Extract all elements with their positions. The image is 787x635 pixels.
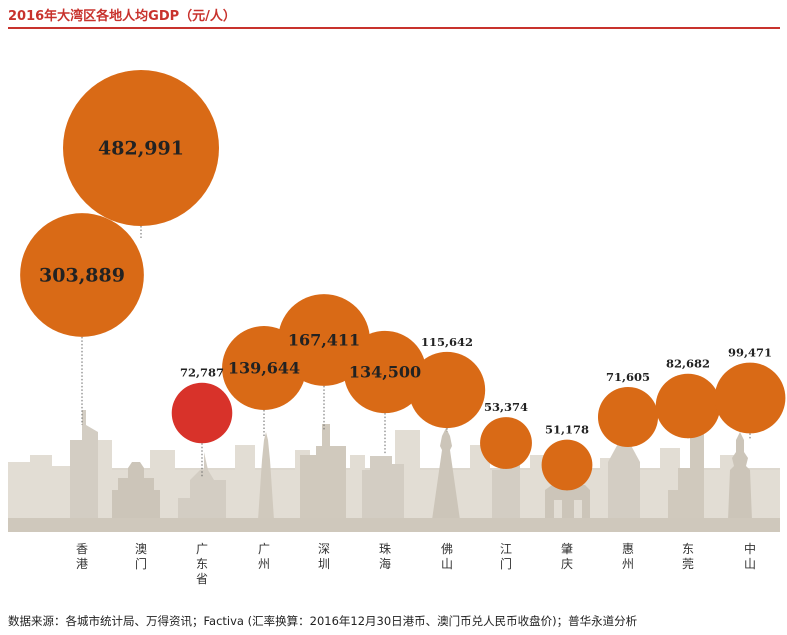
city-label-深圳: 深: [318, 542, 330, 556]
bubble-肇庆: [541, 439, 593, 491]
city-label-澳门: 门: [135, 556, 147, 571]
city-label-广州: 州: [258, 557, 270, 571]
value-label-东莞: 82,682: [666, 357, 710, 371]
value-label-江门: 53,374: [484, 400, 528, 414]
skyline-ground: [8, 518, 780, 532]
value-label-中山: 99,471: [728, 346, 772, 360]
city-label-肇庆: 庆: [561, 557, 573, 571]
city-label-中山: 中: [744, 541, 756, 556]
skyline-foshan: [432, 428, 460, 520]
skyline-guangdong: [178, 452, 226, 520]
bubble-香港: [20, 213, 144, 337]
bubble-江门: [480, 417, 532, 469]
city-label-中山: 山: [744, 557, 756, 571]
city-label-广东省: 广: [196, 542, 208, 556]
city-label-珠海: 珠: [379, 542, 391, 556]
skyline-jiangmen: [492, 460, 520, 520]
skyline-zhongshan: [728, 432, 752, 520]
city-label-惠州: 惠: [622, 542, 634, 556]
skyline-shenzhen: [300, 424, 346, 520]
value-label-深圳: 167,411: [288, 331, 360, 350]
city-label-深圳: 圳: [318, 557, 330, 571]
city-label-香港: 港: [76, 557, 88, 571]
city-label-东莞: 莞: [682, 557, 694, 571]
city-label-广州: 广: [258, 542, 270, 556]
bubble-广东省: [171, 382, 233, 444]
city-label-肇庆: 肇: [561, 541, 573, 556]
city-label-佛山: 山: [441, 557, 453, 571]
chart-title: 2016年大湾区各地人均GDP（元/人）: [8, 9, 236, 24]
value-label-惠州: 71,605: [606, 370, 650, 384]
value-labels-layer: 303,889 482,991 72,787 139,644 167,411 134,50…: [39, 138, 772, 437]
city-label-江门: 江: [500, 542, 512, 556]
city-label-东莞: 东: [682, 542, 694, 556]
city-label-澳门: 澳: [135, 542, 147, 556]
bubble-珠海: [343, 330, 427, 414]
city-label-广东省: 省: [196, 572, 208, 586]
skyline-zhaoqing: [545, 485, 590, 520]
bubble-中山: [714, 362, 786, 434]
bubble-东莞: [655, 373, 721, 439]
value-label-广州: 139,644: [228, 359, 300, 378]
value-label-肇庆: 51,178: [545, 423, 589, 437]
bubble-chart: 303,889 482,991 72,787 139,644 167,411 134,50…: [8, 70, 786, 586]
value-label-香港: 303,889: [39, 265, 125, 287]
city-label-广东省: 东: [196, 557, 208, 571]
bubble-澳门: [63, 70, 219, 226]
skyline-dongguan: [668, 430, 704, 520]
value-label-珠海: 134,500: [349, 363, 421, 382]
data-source-note: 数据来源：各城市统计局、万得资讯；Factiva (汇率换算：2016年12月3…: [8, 614, 638, 628]
value-label-澳门: 482,991: [98, 138, 184, 160]
title-rule: [8, 27, 780, 29]
skyline-macau: [112, 462, 160, 520]
skyline-zhuhai: [362, 456, 404, 520]
skyline-silhouette: [8, 410, 780, 532]
value-label-广东省: 72,787: [180, 366, 224, 380]
skyline-hongkong: [70, 410, 98, 520]
skyline-guangzhou: [258, 432, 274, 520]
city-label-佛山: 佛: [441, 542, 453, 556]
city-label-香港: 香: [76, 542, 88, 556]
city-label-江门: 门: [500, 556, 512, 571]
city-label-惠州: 州: [622, 557, 634, 571]
bubbles-layer: [20, 70, 786, 491]
value-label-佛山: 115,642: [421, 335, 473, 349]
bubble-佛山: [408, 351, 486, 429]
bubble-惠州: [597, 386, 659, 448]
city-label-珠海: 海: [379, 556, 391, 571]
skyline-huizhou: [608, 440, 640, 520]
